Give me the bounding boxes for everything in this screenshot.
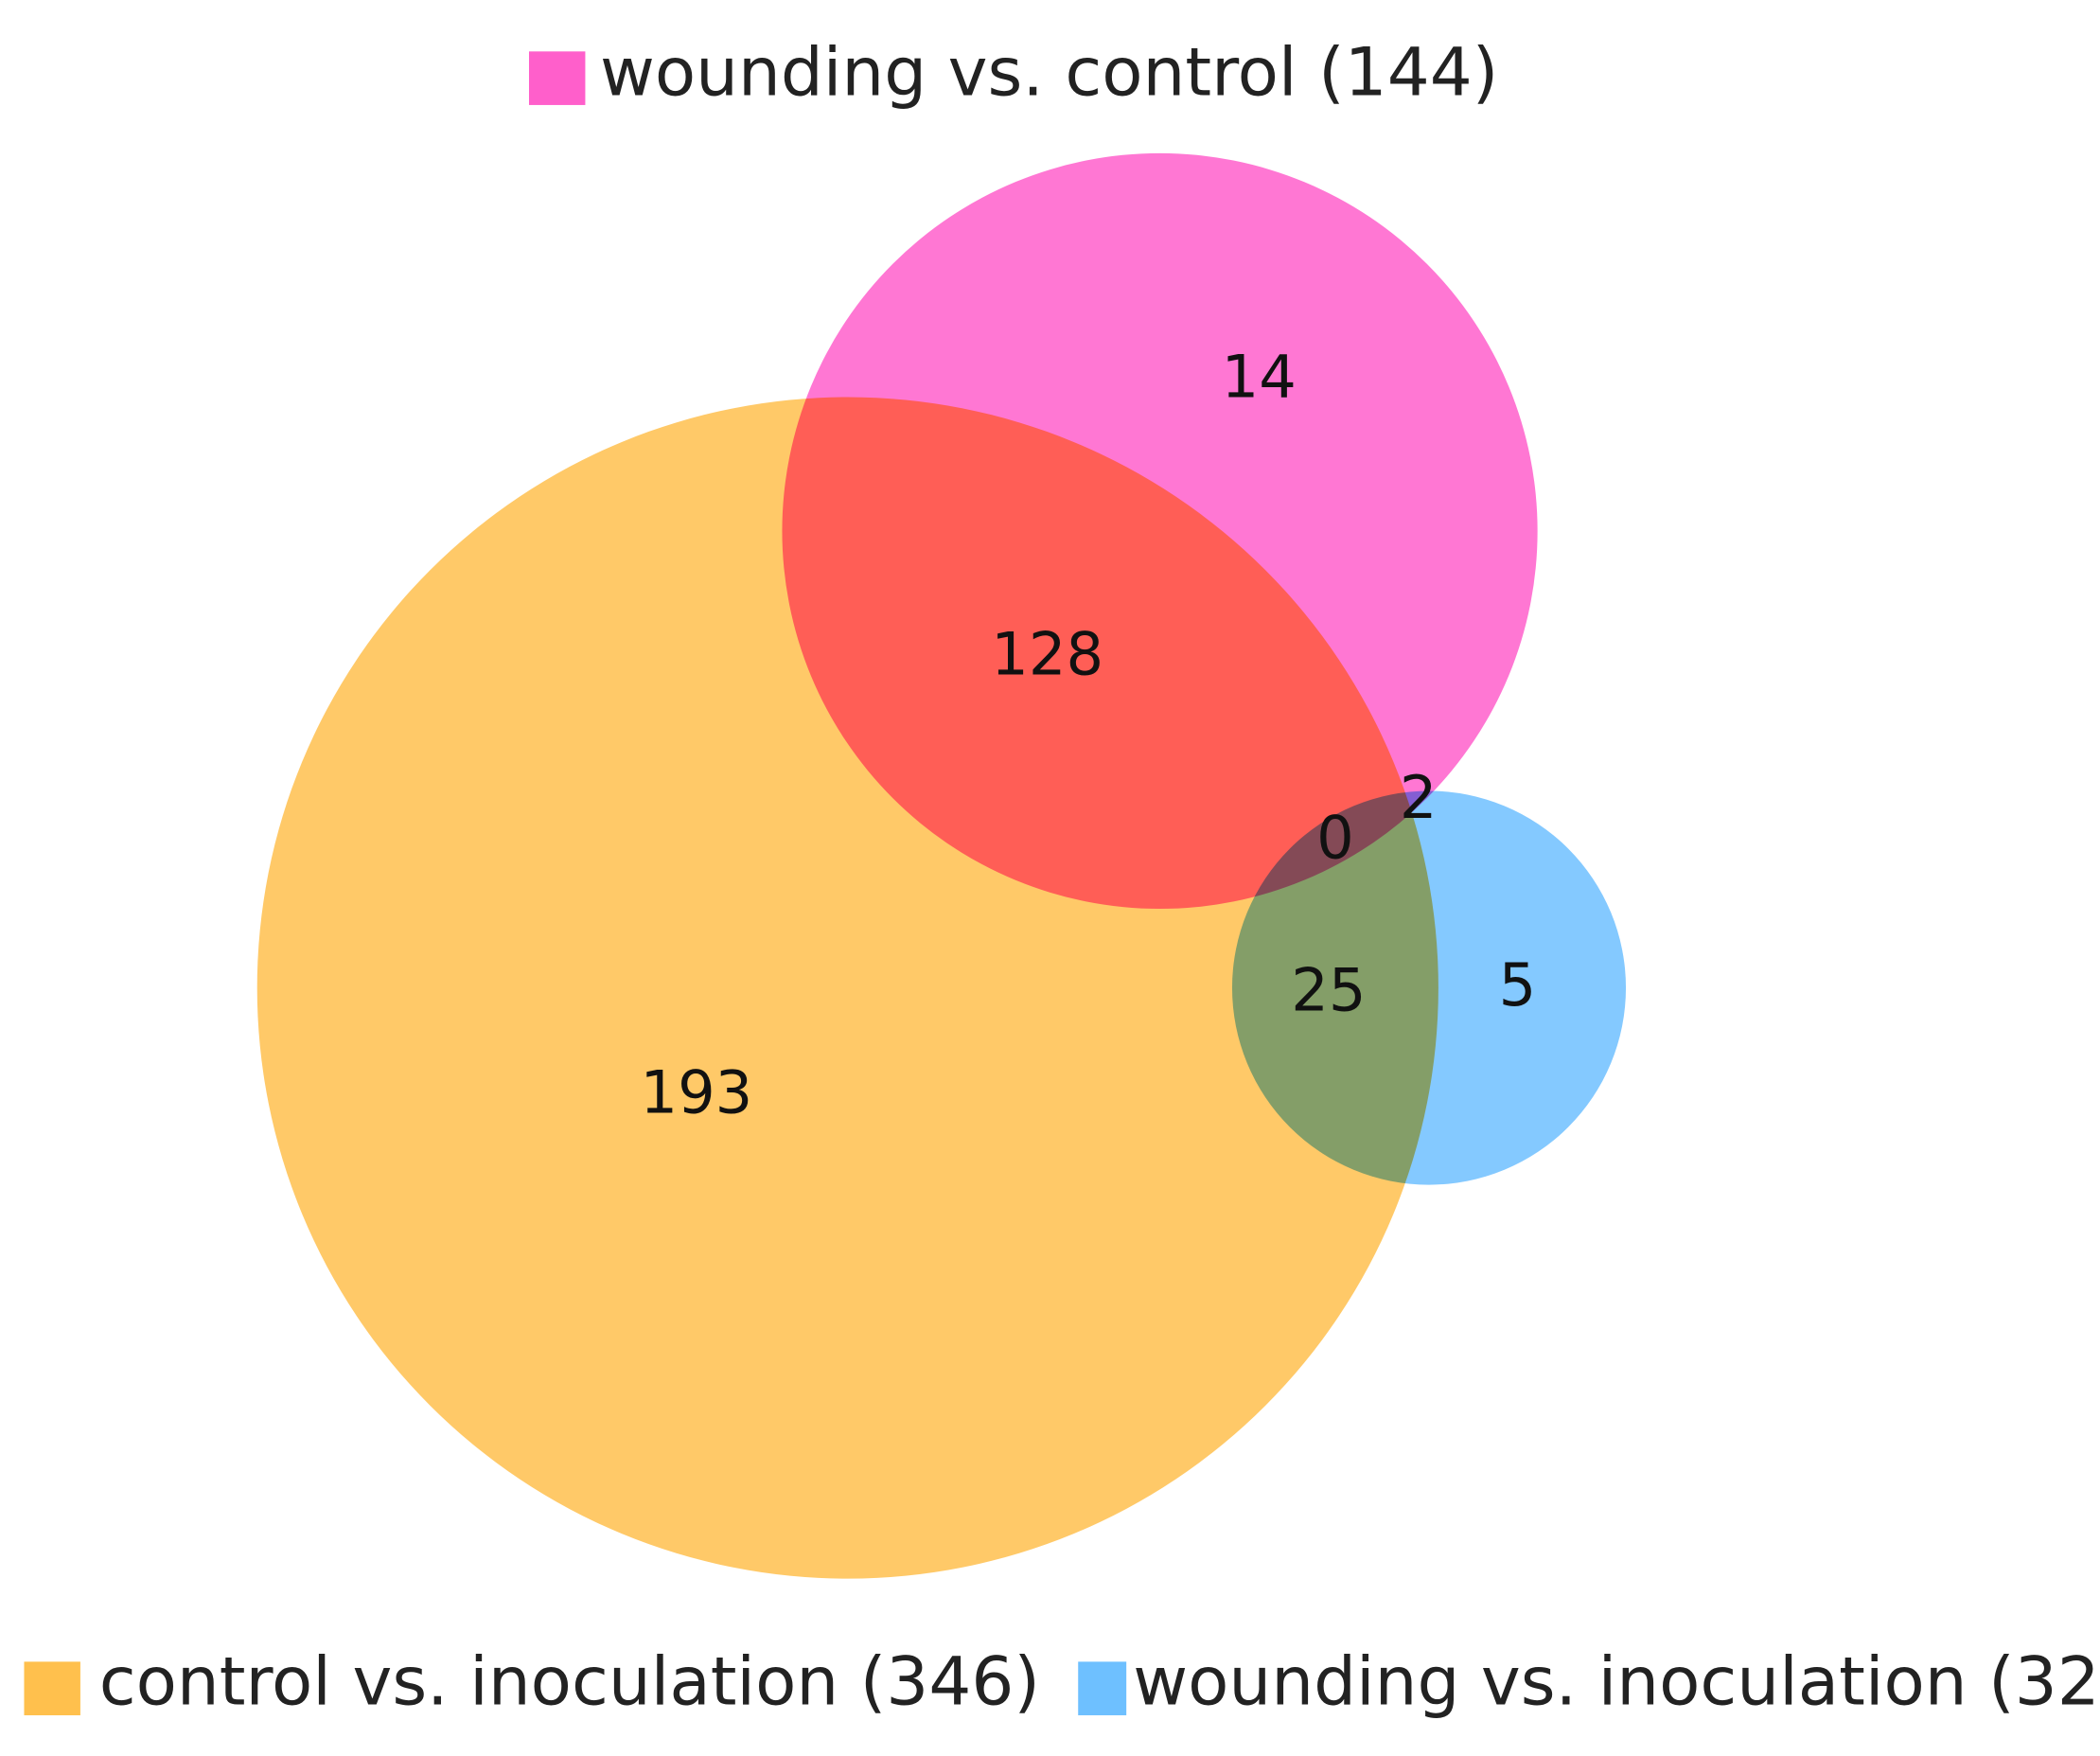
- legend-swatch: [24, 1661, 80, 1715]
- legend-label: wounding vs. inoculation (32): [1133, 1641, 2100, 1720]
- region-label: 128: [991, 620, 1103, 689]
- set-circle: [1231, 790, 1627, 1185]
- region-label: 5: [1499, 950, 1537, 1020]
- region-label: 14: [1222, 343, 1297, 412]
- legend-label: control vs. inoculation (346): [99, 1641, 1040, 1720]
- region-label: 2: [1400, 763, 1438, 832]
- legend-swatch: [1078, 1661, 1127, 1715]
- set-circle: [782, 152, 1538, 910]
- region-label: 0: [1316, 803, 1354, 872]
- region-label: 193: [640, 1057, 752, 1126]
- legend-swatch: [528, 51, 586, 105]
- region-label: 25: [1291, 956, 1366, 1025]
- legend-label: wounding vs. control (144): [600, 33, 1498, 112]
